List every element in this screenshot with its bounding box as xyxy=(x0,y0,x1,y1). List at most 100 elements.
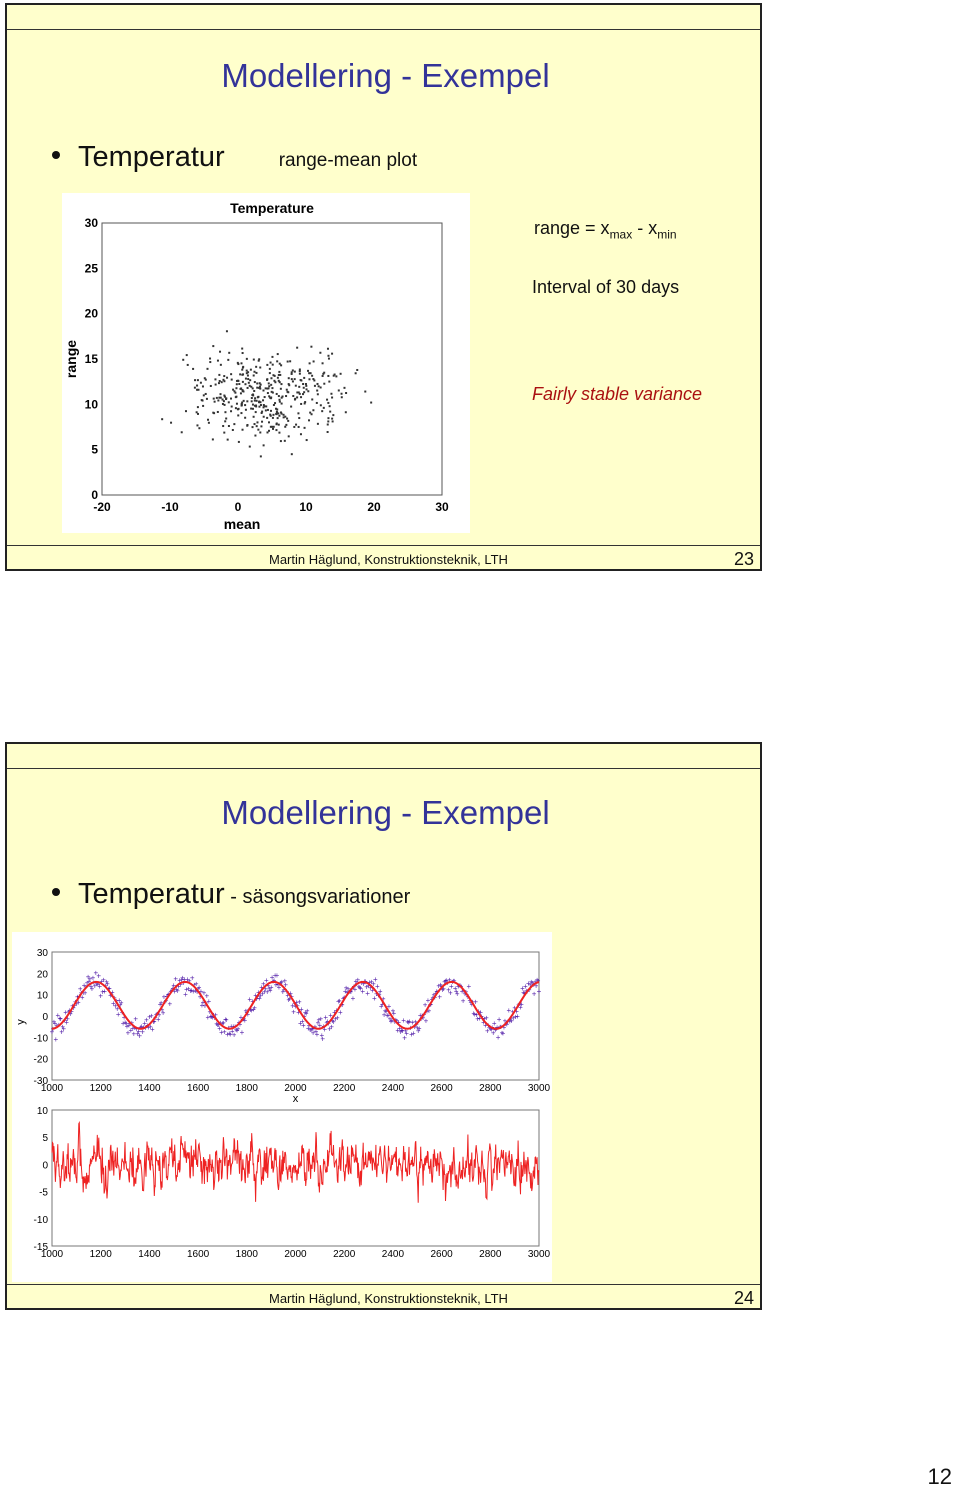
data-point: + xyxy=(338,1008,343,1017)
data-point xyxy=(245,372,248,375)
data-point: + xyxy=(259,983,264,992)
data-point xyxy=(333,373,336,376)
data-point: + xyxy=(87,977,92,986)
data-point xyxy=(286,390,289,393)
data-point: + xyxy=(225,1030,230,1039)
data-point xyxy=(331,417,334,420)
data-point: + xyxy=(88,975,93,984)
data-point xyxy=(300,402,303,405)
data-point: + xyxy=(493,1025,498,1034)
data-point xyxy=(272,374,275,377)
data-point xyxy=(272,403,275,406)
data-point: + xyxy=(61,1024,66,1033)
data-point: + xyxy=(449,982,454,991)
data-point: + xyxy=(407,1017,412,1026)
data-point xyxy=(227,401,230,404)
data-point: + xyxy=(127,1021,132,1030)
data-point: + xyxy=(473,997,478,1006)
data-point: + xyxy=(277,983,282,992)
data-point xyxy=(316,389,319,392)
data-point: + xyxy=(69,1007,74,1016)
data-point xyxy=(269,414,272,417)
data-point xyxy=(327,354,330,357)
data-point: + xyxy=(329,1022,334,1031)
data-point: + xyxy=(200,1001,205,1010)
data-point: + xyxy=(59,1027,64,1036)
data-point: + xyxy=(388,1014,393,1023)
data-point xyxy=(337,389,340,392)
data-point: + xyxy=(492,1019,497,1028)
data-point: + xyxy=(316,1018,321,1027)
data-point xyxy=(293,425,296,428)
data-point: + xyxy=(332,1008,337,1017)
data-point xyxy=(279,440,282,443)
data-point: + xyxy=(369,978,374,987)
data-point: + xyxy=(126,1029,131,1038)
data-point: + xyxy=(448,989,453,998)
data-point: + xyxy=(484,1013,489,1022)
data-point xyxy=(247,371,250,374)
data-point: + xyxy=(173,974,178,983)
data-point xyxy=(214,378,217,381)
data-point: + xyxy=(417,1024,422,1033)
data-point xyxy=(212,345,215,348)
data-point xyxy=(289,360,292,363)
data-point xyxy=(268,367,271,370)
data-point xyxy=(223,375,226,378)
y-tick-label: -20 xyxy=(34,1055,49,1066)
plot-frame xyxy=(51,1109,540,1247)
data-point xyxy=(230,373,233,376)
data-point xyxy=(326,398,329,401)
data-point xyxy=(271,391,274,394)
data-point: + xyxy=(191,987,196,996)
data-point xyxy=(272,425,275,428)
data-point: + xyxy=(205,992,210,1001)
y-axis-label: range xyxy=(63,340,79,378)
data-point: + xyxy=(269,983,274,992)
data-point xyxy=(331,420,334,423)
data-point: + xyxy=(380,1000,385,1009)
data-point xyxy=(260,425,263,428)
data-point: + xyxy=(386,1011,391,1020)
data-point: + xyxy=(406,1018,411,1027)
data-point: + xyxy=(104,978,109,987)
data-point xyxy=(270,396,273,399)
data-point: + xyxy=(340,1001,345,1010)
data-point xyxy=(327,401,330,404)
data-point xyxy=(250,407,253,410)
data-point xyxy=(198,427,201,430)
data-point xyxy=(244,408,247,411)
data-point xyxy=(271,363,274,366)
data-point xyxy=(268,395,271,398)
data-point xyxy=(312,378,315,381)
data-point xyxy=(310,345,313,348)
data-point: + xyxy=(214,1019,219,1028)
data-point xyxy=(257,359,260,362)
data-point xyxy=(240,362,243,365)
data-point xyxy=(252,358,255,361)
data-point xyxy=(266,408,269,411)
data-point: + xyxy=(168,999,173,1008)
data-point xyxy=(237,440,240,443)
data-point: + xyxy=(530,978,535,987)
x-tick-label: 2800 xyxy=(479,1083,502,1094)
data-point xyxy=(241,352,244,355)
data-point xyxy=(257,428,260,431)
data-point: + xyxy=(53,1019,58,1028)
data-point xyxy=(288,384,291,387)
data-point: + xyxy=(139,1022,144,1031)
bullet-text: Temperatur xyxy=(78,878,225,910)
data-point xyxy=(278,370,281,373)
data-point xyxy=(310,413,313,416)
data-point xyxy=(255,425,258,428)
data-point: + xyxy=(478,1008,483,1017)
data-point: + xyxy=(251,1005,256,1014)
data-point: + xyxy=(201,998,206,1007)
x-tick-label: 1400 xyxy=(138,1249,161,1260)
data-point xyxy=(330,392,333,395)
data-point xyxy=(218,380,221,383)
x-tick-label: 2400 xyxy=(382,1083,405,1094)
data-point xyxy=(219,350,222,353)
data-point: + xyxy=(80,993,85,1002)
data-point xyxy=(313,379,316,382)
